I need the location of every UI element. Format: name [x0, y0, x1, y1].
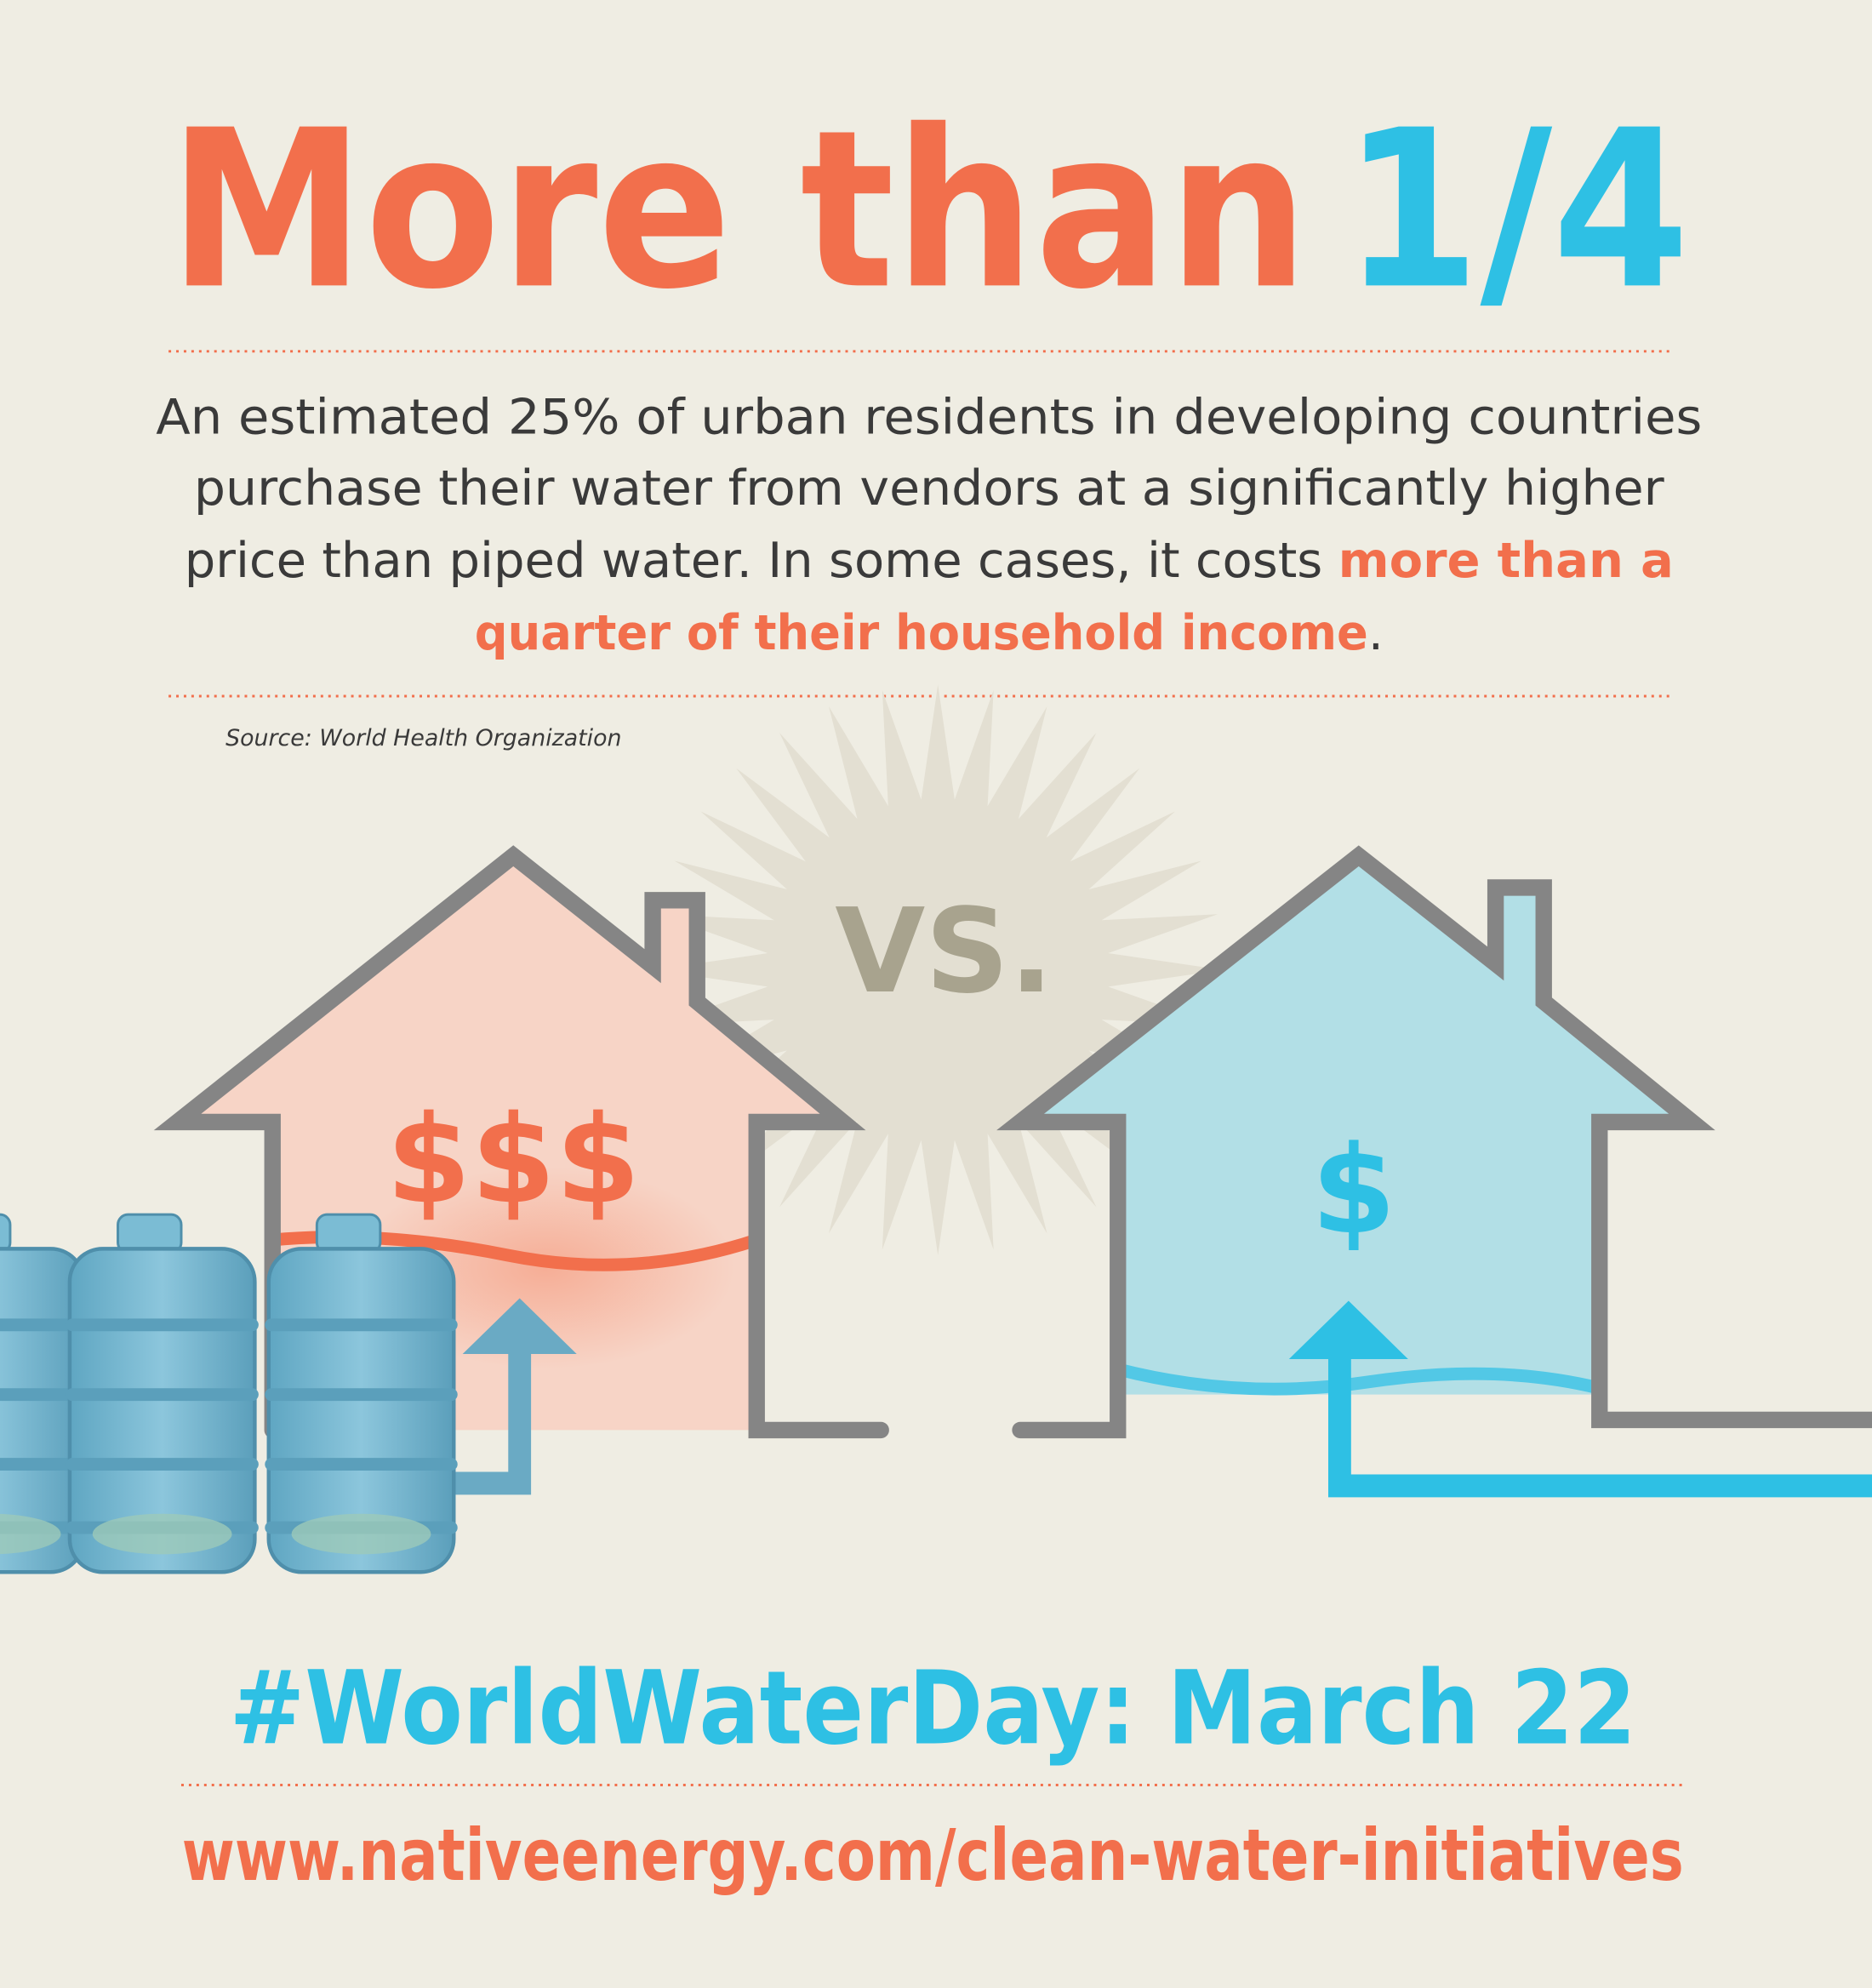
bottle-part — [0, 1213, 12, 1254]
body-line: price than piped water. In some cases, i… — [185, 533, 1674, 589]
arrow-right — [1288, 1300, 1408, 1359]
bottle-part — [0, 1458, 88, 1471]
house-right — [996, 845, 1872, 1439]
body-line: quarter of their household income. — [475, 605, 1384, 661]
headline-text: More than — [168, 83, 1309, 337]
hashtag: #WorldWaterDay: March 22 — [230, 1649, 1636, 1768]
bottle-part — [291, 1513, 431, 1555]
bottle-part — [66, 1388, 259, 1402]
house-left — [153, 845, 889, 1439]
body-line: An estimated 25% of urban residents in d… — [156, 390, 1702, 446]
versus: VS. — [835, 884, 1053, 1020]
headline: More than1/4 — [168, 83, 1689, 337]
bottle-part — [0, 1388, 88, 1402]
water-line-right — [1116, 1362, 1601, 1396]
price-left: $$$ — [386, 1088, 640, 1231]
arrow-left — [462, 1298, 577, 1355]
bottle-part — [66, 1318, 259, 1332]
bottle-part — [0, 1513, 61, 1555]
bottle-part — [265, 1318, 458, 1332]
price-right: $ — [1311, 1119, 1395, 1261]
bottle-part — [0, 1318, 88, 1332]
url: www.nativeenergy.com/clean-water-initiat… — [182, 1814, 1684, 1897]
bottle-part — [265, 1458, 458, 1471]
body-highlight: more than a — [1338, 533, 1674, 589]
pipe-right — [1328, 1354, 1872, 1498]
bottle-part — [265, 1388, 458, 1402]
body-end: . — [1368, 605, 1384, 661]
bottle-part — [92, 1513, 232, 1555]
headline-highlight: 1/4 — [1343, 83, 1689, 337]
bottle-part — [66, 1458, 259, 1471]
body-highlight: quarter of their household income — [475, 605, 1368, 661]
pipe-left — [437, 1346, 532, 1495]
body: An estimated 25% of urban residents in d… — [156, 390, 1702, 661]
bottles — [0, 1213, 458, 1574]
source: Source: World Health Organization — [225, 725, 621, 751]
body-line: purchase their water from vendors at a s… — [194, 460, 1665, 517]
body-line: price than piped water. In some cases, i… — [185, 533, 1338, 589]
